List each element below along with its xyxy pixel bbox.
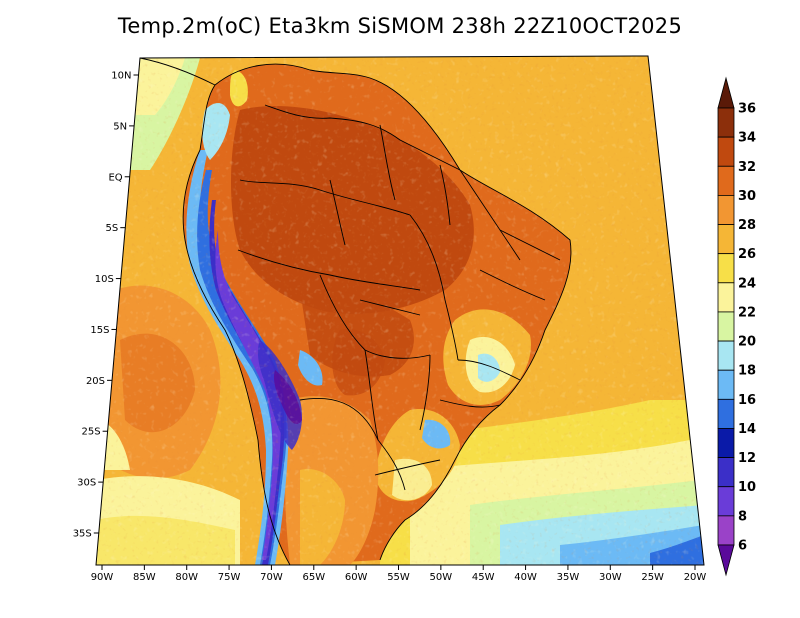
- lat-label: 30S: [77, 478, 96, 489]
- lat-label: 20S: [86, 376, 105, 387]
- lat-label: 5N: [113, 121, 127, 132]
- colorbar-label: 12: [738, 451, 756, 466]
- colorbar-bin: [717, 398, 735, 429]
- colorbar-bin: [717, 136, 735, 167]
- colorbar-bin: [717, 107, 735, 138]
- colorbar-bin: [717, 194, 735, 225]
- lon-label: 70W: [260, 572, 283, 583]
- lon-label: 55W: [387, 572, 410, 583]
- colorbar-label: 6: [738, 539, 747, 554]
- lon-label: 35W: [557, 572, 580, 583]
- lon-label: 75W: [218, 572, 241, 583]
- lon-label: 85W: [133, 572, 156, 583]
- lon-label: 40W: [514, 572, 537, 583]
- colorbar-label: 28: [738, 218, 756, 233]
- colorbar-bin: [717, 282, 735, 313]
- colorbar-bin: [717, 457, 735, 488]
- lon-label: 60W: [345, 572, 368, 583]
- lon-label: 45W: [472, 572, 495, 583]
- colorbar-bottom-arrow: [717, 544, 735, 577]
- colorbar-top-arrow: [717, 76, 735, 109]
- colorbar-label: 26: [738, 247, 756, 262]
- lat-label: EQ: [108, 172, 122, 183]
- colorbar-label: 24: [738, 276, 756, 291]
- latitude-axis: 10N 5N EQ 5S 10S 15S 20S 25S 30S 35S: [73, 71, 139, 540]
- colorbar: 36 34 32 30 28 26 24 22 20 18 16 14 12 10 8 6: [717, 76, 756, 577]
- colorbar-bin: [717, 311, 735, 342]
- colorbar-label: 30: [738, 189, 756, 204]
- colorbar-bin: [717, 224, 735, 255]
- colorbar-bin: [717, 340, 735, 371]
- lon-label: 25W: [641, 572, 664, 583]
- colorbar-bin: [717, 369, 735, 400]
- colorbar-label: 36: [738, 102, 756, 117]
- lat-label: 15S: [90, 325, 109, 336]
- lon-label: 50W: [430, 572, 453, 583]
- lon-label: 90W: [91, 572, 114, 583]
- country-borders: [139, 57, 572, 565]
- lat-label: 35S: [73, 529, 92, 540]
- lon-label: 20W: [684, 572, 707, 583]
- colorbar-label: 14: [738, 422, 756, 437]
- colorbar-label: 8: [738, 509, 747, 524]
- colorbar-bin: [717, 486, 735, 517]
- map-frame: [95, 55, 705, 566]
- lon-label: 65W: [302, 572, 325, 583]
- colorbar-label: 18: [738, 364, 756, 379]
- lon-label: 80W: [175, 572, 198, 583]
- lon-label: 30W: [599, 572, 622, 583]
- longitude-axis: 90W 85W 80W 75W 70W 65W 60W 55W 50W 45W 40W 35W 30W 2…: [91, 565, 707, 583]
- colorbar-bin: [717, 253, 735, 284]
- colorbar-label: 34: [738, 131, 756, 146]
- colorbar-label: 20: [738, 335, 756, 350]
- lat-label: 25S: [82, 427, 101, 438]
- temperature-field: [96, 56, 704, 565]
- lat-label: 10N: [111, 71, 131, 82]
- colorbar-bin: [717, 165, 735, 196]
- colorbar-bin: [717, 515, 735, 546]
- colorbar-label: 32: [738, 160, 756, 175]
- colorbar-bin: [717, 428, 735, 459]
- colorbar-label: 22: [738, 305, 756, 320]
- colorbar-label: 10: [738, 480, 756, 495]
- lat-label: 10S: [95, 274, 114, 285]
- figure-title: Temp.2m(oC) Eta3km SiSMOM 238h 22Z10OCT2…: [117, 14, 683, 38]
- colorbar-label: 16: [738, 393, 756, 408]
- lat-label: 5S: [106, 223, 119, 234]
